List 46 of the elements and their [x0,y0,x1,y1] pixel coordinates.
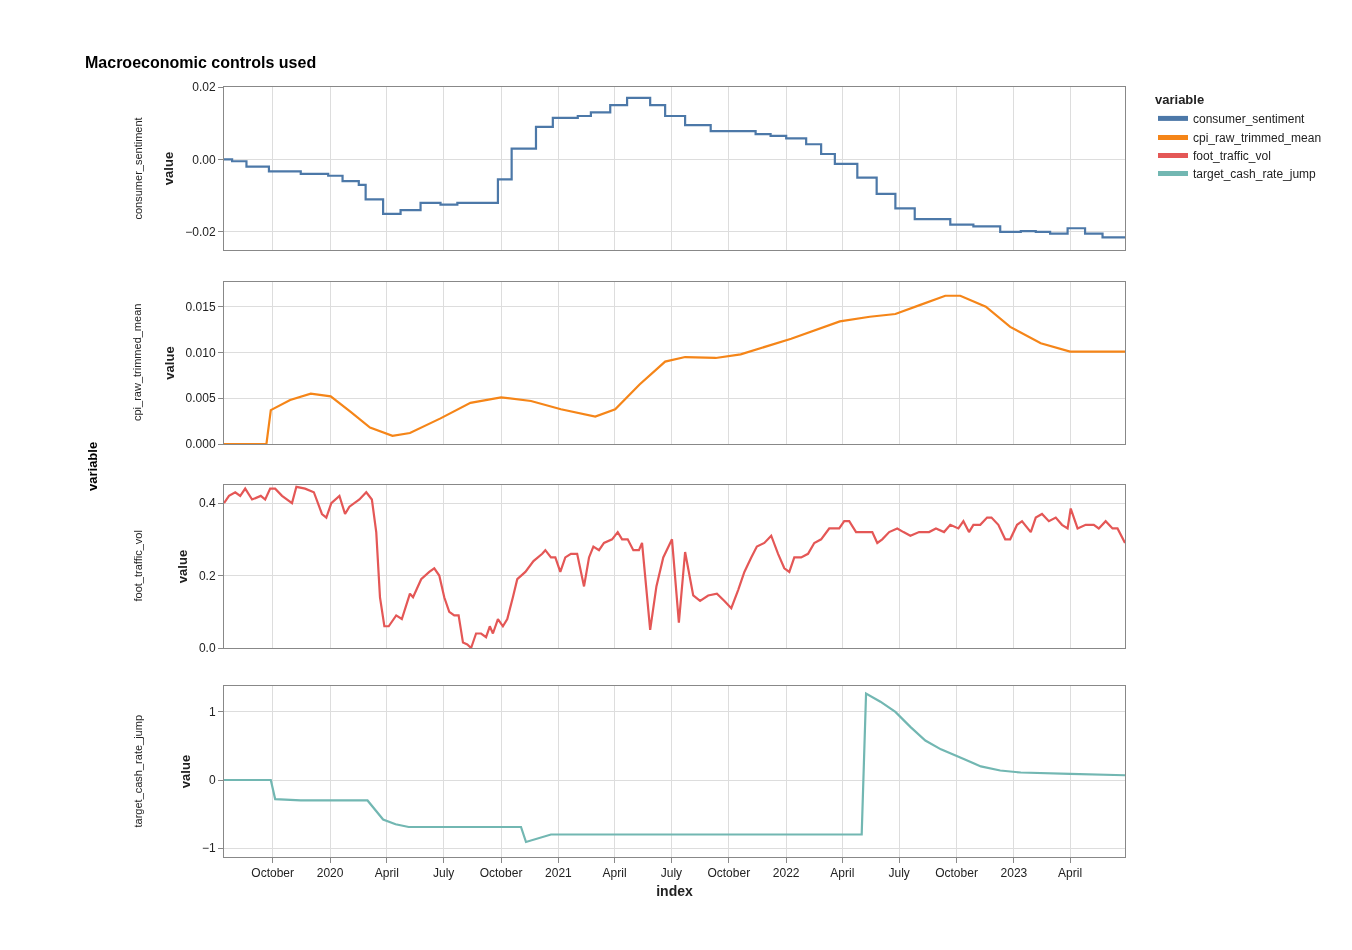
x-tick-label: 2023 [1000,866,1028,881]
text: target_cash_rate_jump [131,714,144,828]
x-tick-label: July [888,866,910,881]
legend-label: cpi_raw_trimmed_mean [1193,131,1322,146]
line-series [224,692,1125,844]
text: consumer_sentiment [131,117,144,220]
y-tick-label: 0.005 [185,391,216,406]
x-tick-label: April [830,866,855,881]
x-tick-label: July [432,866,455,881]
x-tick-label: April [602,866,627,881]
y-tick-label: 1 [208,705,216,720]
y-axis-title: value [161,151,177,186]
x-tick-label: April [1058,866,1083,881]
y-tick-label: 0.000 [185,437,216,452]
x-tick-label: October [479,866,523,881]
x-tick-label: 2021 [545,866,573,881]
y-tick-label: 0.02 [192,80,216,95]
y-tick-label: 0.010 [185,345,216,360]
y-tick-label: 0.015 [185,299,216,314]
text: foot_traffic_vol [131,530,144,602]
y-tick-label: −0.02 [185,225,216,240]
text: variable [85,441,100,491]
line-series [224,294,1125,444]
x-tick-label: October [707,866,751,881]
y-axis-title: value [174,549,190,584]
chart-title: Macroeconomic controls used [85,53,317,71]
x-tick-label: October [251,866,295,881]
legend-label: consumer_sentiment [1193,112,1306,127]
x-tick-label: April [374,866,399,881]
y-tick-label: 0 [208,773,216,788]
legend-label: target_cash_rate_jump [1193,167,1317,182]
y-tick-label: −1 [201,841,216,856]
y-tick-label: 0.00 [192,152,216,167]
y-tick-label: 0.0 [198,641,216,656]
x-tick-label: October [935,866,978,881]
x-axis-title: index [656,882,693,899]
legend-label: foot_traffic_vol [1193,149,1271,164]
x-tick-label: 2022 [772,866,800,881]
x-tick-label: 2020 [316,866,344,881]
y-axis-title: value [177,754,193,789]
y-tick-label: 0.4 [198,496,216,511]
legend-title: variable [1155,91,1205,107]
x-tick-label: July [660,866,683,881]
text: cpi_raw_trimmed_mean [131,303,143,421]
y-tick-label: 0.2 [198,568,216,583]
y-axis-title: value [161,346,177,380]
